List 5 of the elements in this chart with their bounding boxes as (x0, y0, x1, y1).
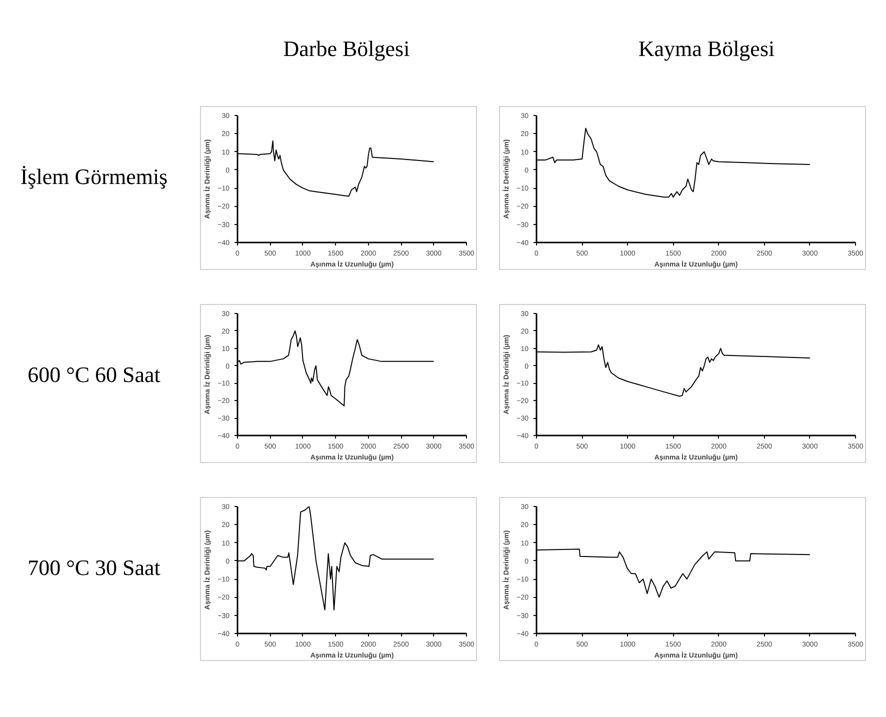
text: İşlem Görmemiş (20, 163, 168, 191)
text: 600 °C 60 Saat (28, 361, 160, 389)
chart-title: Darbe Bölgesi (283, 35, 410, 63)
text: 700 °C 30 Saat (28, 554, 160, 582)
chart-title: Kayma Bölgesi (638, 35, 775, 63)
